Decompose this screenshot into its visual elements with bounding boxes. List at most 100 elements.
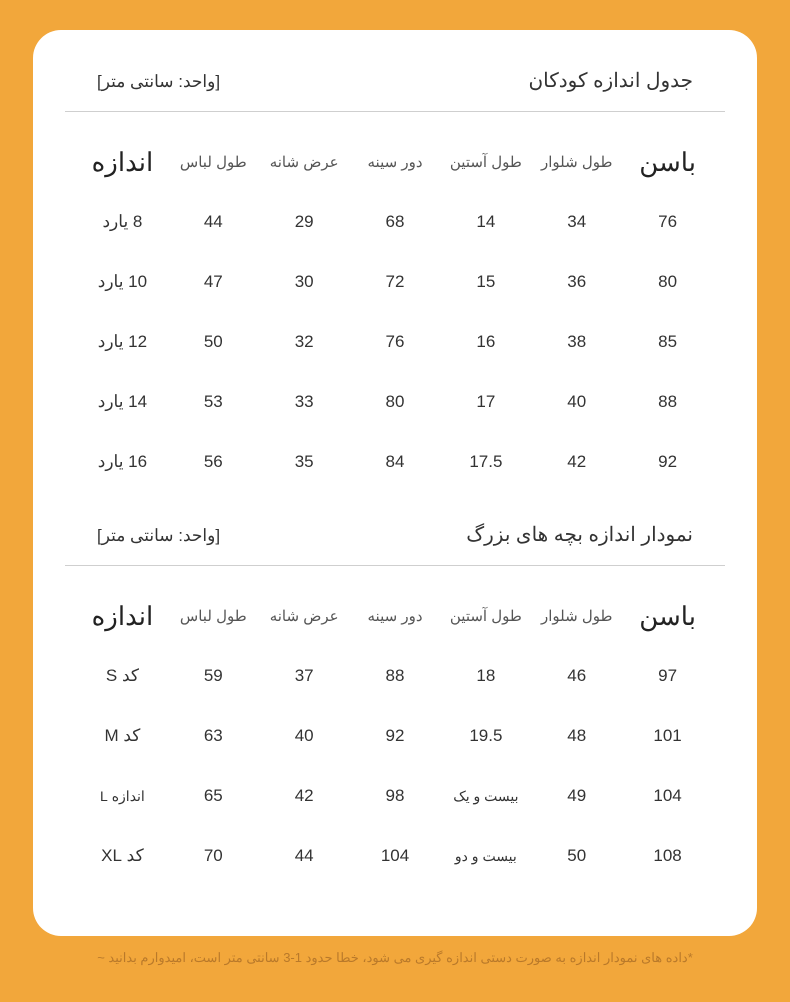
section-unit-2: [واحد: سانتی متر] xyxy=(97,526,220,546)
cell: 38 xyxy=(531,324,622,360)
cell: 76 xyxy=(350,324,441,360)
table-row: 12 یارد503276163885 xyxy=(77,312,713,372)
cell: 92 xyxy=(350,718,441,754)
cell: 50 xyxy=(168,324,259,360)
cell: 40 xyxy=(259,718,350,754)
cell: 17.5 xyxy=(440,444,531,480)
col2-chest: دور سینه xyxy=(350,599,441,633)
size-chart-card: جدول اندازه کودکان [واحد: سانتی متر] اند… xyxy=(33,30,757,936)
footer-note: *داده های نمودار اندازه به صورت دستی اند… xyxy=(0,950,790,966)
cell: 98 xyxy=(350,778,441,814)
cell: 18 xyxy=(440,658,531,694)
cell: 92 xyxy=(622,444,713,480)
cell: 42 xyxy=(531,444,622,480)
cell: 44 xyxy=(168,204,259,240)
cell: 50 xyxy=(531,838,622,874)
cell: 14 xyxy=(440,204,531,240)
cell: 17 xyxy=(440,384,531,420)
cell: 76 xyxy=(622,204,713,240)
cell: 104 xyxy=(350,838,441,874)
col-hip: باسن xyxy=(622,139,713,186)
cell: 8 یارد xyxy=(77,204,168,240)
cell: 35 xyxy=(259,444,350,480)
cell: 101 xyxy=(622,718,713,754)
big-kids-size-section: نمودار اندازه بچه های بزرگ [واحد: سانتی … xyxy=(33,522,757,916)
cell: 12 یارد xyxy=(77,324,168,360)
col2-pants-length: طول شلوار xyxy=(531,599,622,633)
cell: 108 xyxy=(622,838,713,874)
cell: 44 xyxy=(259,838,350,874)
cell: 65 xyxy=(168,778,259,814)
cell: بیست و یک xyxy=(440,780,531,813)
cell: کد M xyxy=(77,718,168,754)
section-header-2: نمودار اندازه بچه های بزرگ [واحد: سانتی … xyxy=(33,522,757,565)
cell: 36 xyxy=(531,264,622,300)
table1-header-row: اندازه طول لباس عرض شانه دور سینه طول آس… xyxy=(77,132,713,192)
cell: 48 xyxy=(531,718,622,754)
section-unit-1: [واحد: سانتی متر] xyxy=(97,72,220,92)
col2-shoulder-width: عرض شانه xyxy=(259,599,350,633)
table-row: اندازه L654298بیست و یک49104 xyxy=(77,766,713,826)
col-dress-length: طول لباس xyxy=(168,145,259,179)
cell: 97 xyxy=(622,658,713,694)
cell: 19.5 xyxy=(440,718,531,754)
col-chest: دور سینه xyxy=(350,145,441,179)
col-shoulder-width: عرض شانه xyxy=(259,145,350,179)
divider-2 xyxy=(65,565,725,566)
children-table: اندازه طول لباس عرض شانه دور سینه طول آس… xyxy=(33,132,757,492)
table-row: کد M63409219.548101 xyxy=(77,706,713,766)
children-size-section: جدول اندازه کودکان [واحد: سانتی متر] اند… xyxy=(33,68,757,522)
cell: 72 xyxy=(350,264,441,300)
cell: 88 xyxy=(622,384,713,420)
cell: 59 xyxy=(168,658,259,694)
cell: 40 xyxy=(531,384,622,420)
cell: اندازه L xyxy=(77,780,168,813)
cell: 80 xyxy=(622,264,713,300)
cell: 14 یارد xyxy=(77,384,168,420)
cell: 10 یارد xyxy=(77,264,168,300)
cell: 85 xyxy=(622,324,713,360)
col-size: اندازه xyxy=(77,139,168,186)
cell: 32 xyxy=(259,324,350,360)
big-kids-table: اندازه طول لباس عرض شانه دور سینه طول آس… xyxy=(33,586,757,886)
col-sleeve-length: طول آستین xyxy=(440,145,531,179)
cell: 56 xyxy=(168,444,259,480)
table-row: کد XL7044104بیست و دو50108 xyxy=(77,826,713,886)
cell: 53 xyxy=(168,384,259,420)
cell: 16 xyxy=(440,324,531,360)
cell: 42 xyxy=(259,778,350,814)
section-header-1: جدول اندازه کودکان [واحد: سانتی متر] xyxy=(33,68,757,111)
cell: 88 xyxy=(350,658,441,694)
table-row: 10 یارد473072153680 xyxy=(77,252,713,312)
table-row: 16 یارد56358417.54292 xyxy=(77,432,713,492)
cell: 33 xyxy=(259,384,350,420)
cell: 84 xyxy=(350,444,441,480)
cell: 16 یارد xyxy=(77,444,168,480)
table-row: کد S593788184697 xyxy=(77,646,713,706)
cell: 49 xyxy=(531,778,622,814)
col-pants-length: طول شلوار xyxy=(531,145,622,179)
cell: 46 xyxy=(531,658,622,694)
cell: کد XL xyxy=(77,838,168,874)
cell: 80 xyxy=(350,384,441,420)
cell: بیست و دو xyxy=(440,840,531,873)
cell: 29 xyxy=(259,204,350,240)
cell: 70 xyxy=(168,838,259,874)
cell: 15 xyxy=(440,264,531,300)
section-title-1: جدول اندازه کودکان xyxy=(528,68,693,93)
cell: 68 xyxy=(350,204,441,240)
cell: 30 xyxy=(259,264,350,300)
table-row: 14 یارد533380174088 xyxy=(77,372,713,432)
divider-1 xyxy=(65,111,725,112)
col2-hip: باسن xyxy=(622,593,713,640)
cell: 63 xyxy=(168,718,259,754)
table-row: 8 یارد442968143476 xyxy=(77,192,713,252)
cell: کد S xyxy=(77,658,168,694)
cell: 104 xyxy=(622,778,713,814)
cell: 47 xyxy=(168,264,259,300)
cell: 37 xyxy=(259,658,350,694)
col2-size: اندازه xyxy=(77,593,168,640)
col2-dress-length: طول لباس xyxy=(168,599,259,633)
section-title-2: نمودار اندازه بچه های بزرگ xyxy=(466,522,693,547)
col2-sleeve-length: طول آستین xyxy=(440,599,531,633)
